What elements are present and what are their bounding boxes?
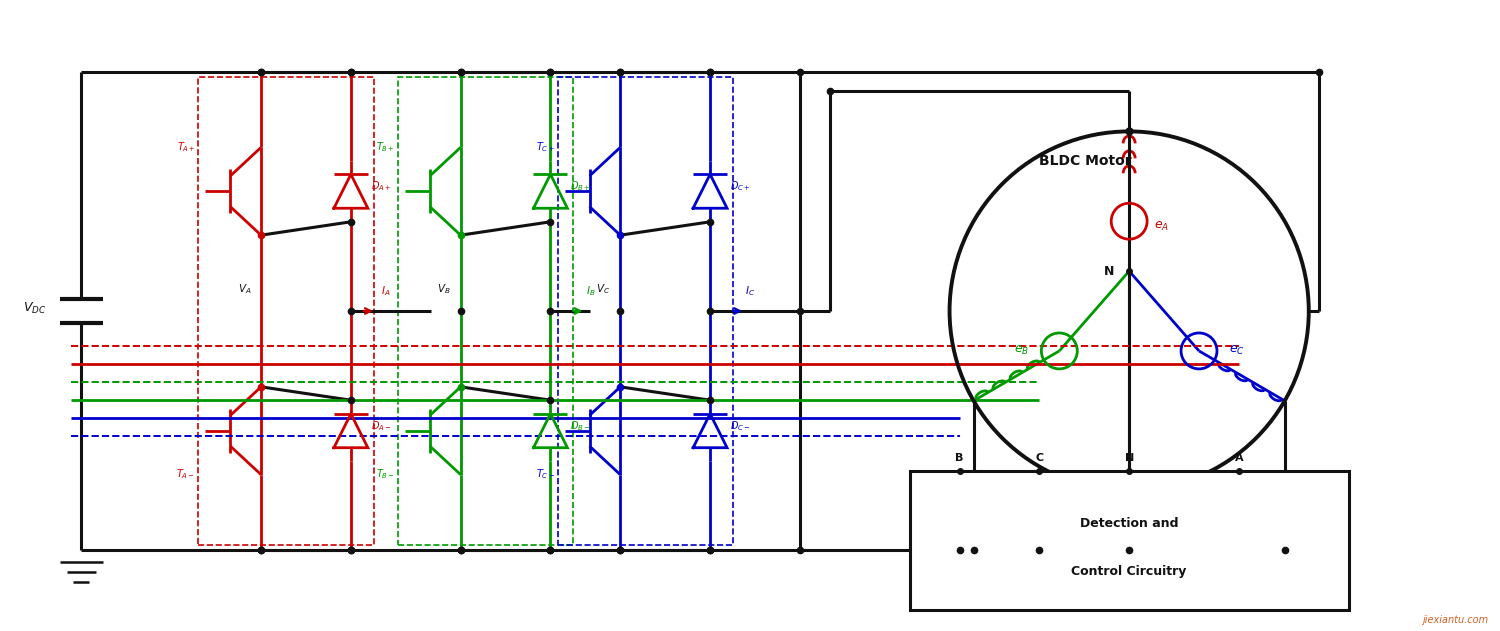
Text: $T_{C+}$: $T_{C+}$: [536, 141, 555, 155]
Text: B: B: [956, 452, 963, 463]
Text: $V_{DC}$: $V_{DC}$: [22, 300, 46, 316]
Text: $e_C$: $e_C$: [1228, 345, 1245, 358]
Text: $D_{B-}$: $D_{B-}$: [570, 419, 591, 433]
Text: $V_{C}$: $V_{C}$: [596, 282, 610, 296]
Text: $V_{A}$: $V_{A}$: [237, 282, 250, 296]
Text: $I_A$: $I_A$: [381, 284, 390, 298]
Text: $D_{A+}$: $D_{A+}$: [370, 179, 392, 193]
Text: BLDC Motor: BLDC Motor: [1040, 155, 1132, 168]
Bar: [198, 76, 374, 545]
Text: $I_B$: $I_B$: [585, 284, 596, 298]
Text: $D_{C-}$: $D_{C-}$: [730, 419, 750, 433]
Text: A: A: [1234, 452, 1244, 463]
Text: $D_{B+}$: $D_{B+}$: [570, 179, 591, 193]
Text: N: N: [1104, 264, 1114, 278]
Text: Detection and: Detection and: [1080, 517, 1179, 530]
Text: $T_{B+}$: $T_{B+}$: [376, 141, 394, 155]
Bar: [398, 76, 573, 545]
Bar: [558, 76, 734, 545]
Text: C: C: [1035, 452, 1044, 463]
Text: jiexiantu.com: jiexiantu.com: [1422, 615, 1488, 625]
Text: $e_A$: $e_A$: [1154, 220, 1168, 233]
Bar: [909, 471, 1348, 610]
Text: $V_{B}$: $V_{B}$: [436, 282, 450, 296]
Text: $D_{C+}$: $D_{C+}$: [730, 179, 750, 193]
Text: $T_{C-}$: $T_{C-}$: [536, 468, 555, 481]
Text: Control Circuitry: Control Circuitry: [1071, 565, 1186, 578]
Text: $D_{A-}$: $D_{A-}$: [370, 419, 392, 433]
Text: $T_{B-}$: $T_{B-}$: [376, 468, 394, 481]
Text: $I_C$: $I_C$: [746, 284, 754, 298]
Text: $T_{A-}$: $T_{A-}$: [177, 468, 195, 481]
Text: $T_{A+}$: $T_{A+}$: [177, 141, 195, 155]
Text: $e_B$: $e_B$: [1014, 345, 1029, 358]
Text: N: N: [1125, 452, 1134, 463]
